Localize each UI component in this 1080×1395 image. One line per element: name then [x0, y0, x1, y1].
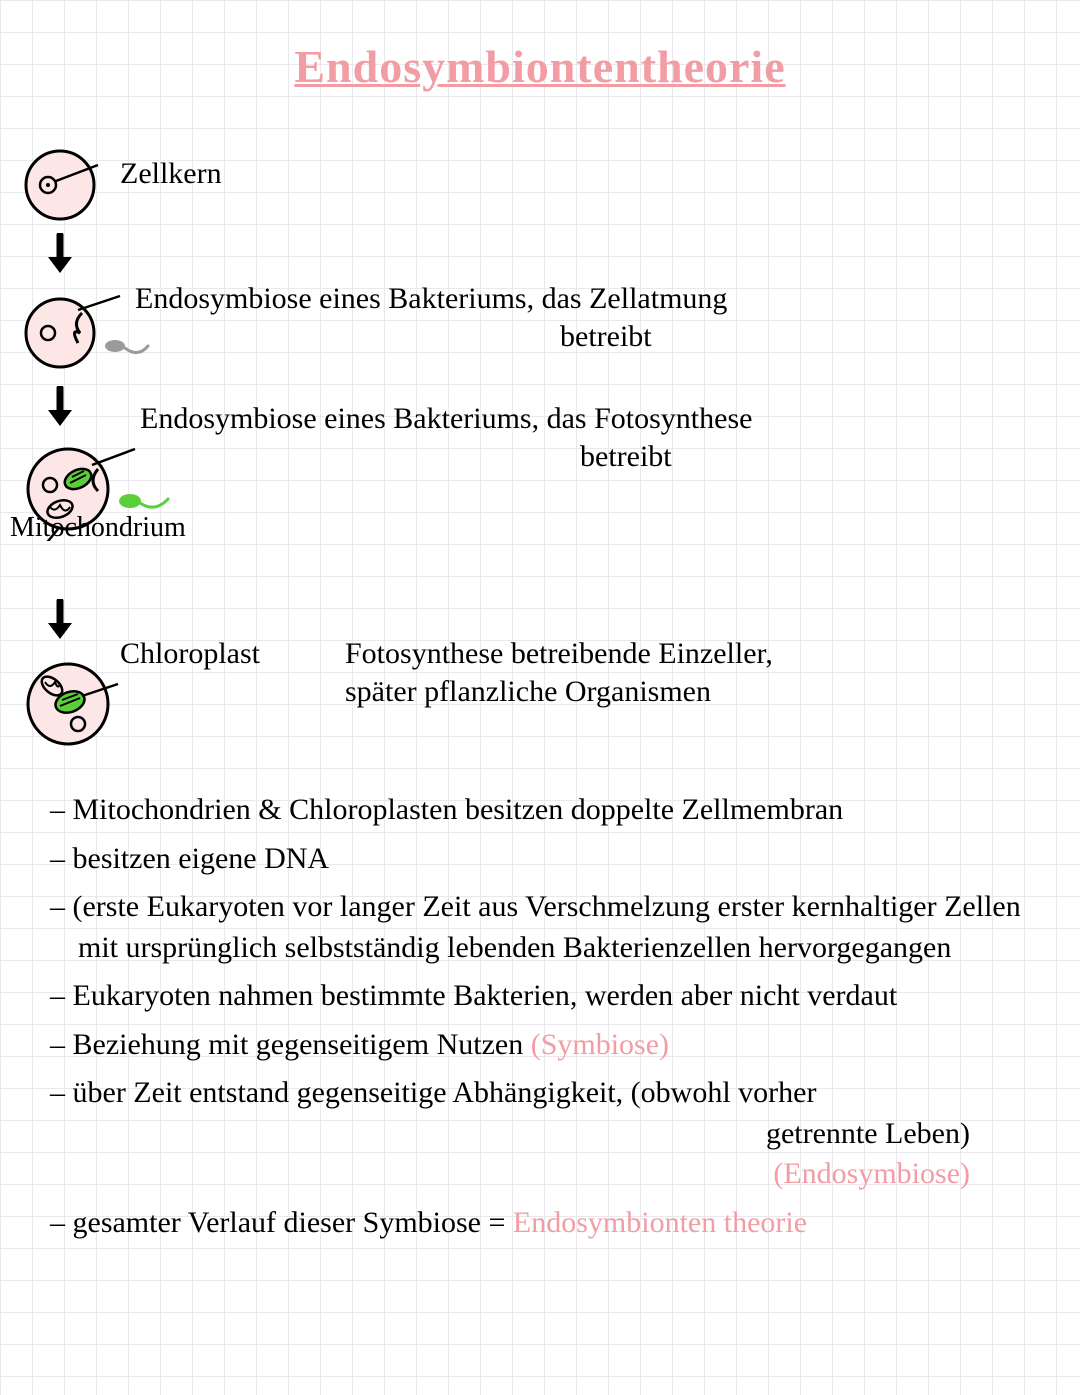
- label-stage3-line2: betreibt: [580, 438, 672, 476]
- label-mitochondrium: Mitochondrium: [10, 510, 186, 545]
- note-7: gesamter Verlauf dieser Symbiose = Endos…: [50, 1203, 1050, 1244]
- note-7a: gesamter Verlauf dieser Symbiose =: [73, 1206, 513, 1239]
- arrow-1: [40, 233, 80, 275]
- notes-list: Mitochondrien & Chloroplasten besitzen d…: [50, 790, 1050, 1251]
- note-6b: getrennte Leben): [78, 1114, 1050, 1155]
- note-6: über Zeit entstand gegenseitige Abhängig…: [50, 1073, 1050, 1195]
- note-3: (erste Eukaryoten vor langer Zeit aus Ve…: [50, 887, 1050, 968]
- note-1: Mitochondrien & Chloroplasten besitzen d…: [50, 790, 1050, 831]
- page-title: Endosymbiontentheorie: [294, 40, 785, 93]
- note-2: besitzen eigene DNA: [50, 839, 1050, 880]
- label-stage4-desc2: später pflanzliche Organismen: [345, 673, 711, 711]
- label-stage4-desc1: Fotosynthese betreibende Einzeller,: [345, 635, 773, 673]
- arrow-3: [40, 599, 80, 641]
- label-stage2-line2: betreibt: [560, 318, 652, 356]
- note-7b-theorie: Endosymbionten theorie: [513, 1206, 807, 1239]
- label-stage3-line1: Endosymbiose eines Bakteriums, das Fotos…: [140, 400, 752, 438]
- label-zellkern: Zellkern: [120, 155, 222, 193]
- label-stage2-line1: Endosymbiose eines Bakteriums, das Zella…: [135, 280, 727, 318]
- note-4: Eukaryoten nahmen bestimmte Bakterien, w…: [50, 976, 1050, 1017]
- note-5b-symbiose: (Symbiose): [531, 1028, 669, 1061]
- note-5a: Beziehung mit gegenseitigem Nutzen: [73, 1028, 531, 1061]
- cell-stage1: [20, 145, 100, 225]
- label-chloroplast: Chloroplast: [120, 635, 260, 673]
- note-6a: über Zeit entstand gegenseitige Abhängig…: [73, 1076, 817, 1109]
- arrow-2: [40, 386, 80, 428]
- note-6c-endosymbiose: (Endosymbiose): [78, 1154, 1050, 1195]
- note-5: Beziehung mit gegenseitigem Nutzen (Symb…: [50, 1025, 1050, 1066]
- cell-stage4: [20, 654, 120, 754]
